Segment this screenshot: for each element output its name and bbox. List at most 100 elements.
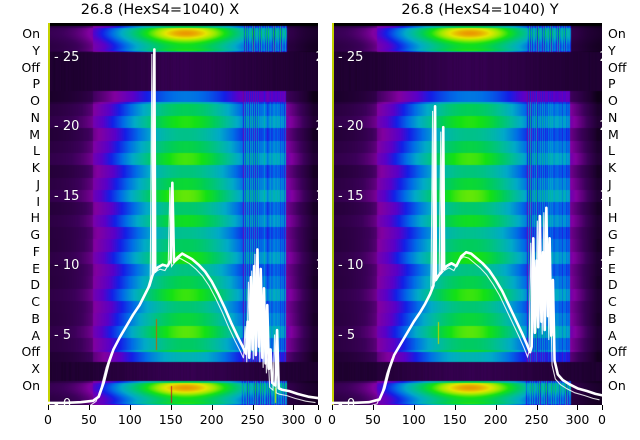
- category-tick-label: N: [30, 109, 40, 125]
- trace-line: [332, 105, 602, 405]
- x-tick: [252, 405, 254, 410]
- category-labels-left: On Y Off P O N M L K J I H G F E D C B A Off X On: [0, 23, 44, 405]
- y-tick-label: - 0: [54, 397, 72, 405]
- x-tick-label: 150: [442, 412, 467, 427]
- y-tick-label: - 15: [338, 188, 364, 204]
- x-tick-label: 300: [565, 412, 590, 427]
- category-tick-label: C: [608, 294, 617, 310]
- y-tick-label: 10: [315, 258, 318, 273]
- y-tick-label: - 20: [338, 119, 364, 135]
- y-tick-label: - 25: [338, 49, 364, 65]
- x-tick-label: 50: [80, 412, 97, 427]
- x-tick: [48, 405, 49, 410]
- y-tick-label: - 25: [54, 49, 80, 65]
- heatmap-y[interactable]: - 00- 55- 1010- 1515- 2020- 2525: [332, 23, 602, 405]
- x-tick-label: 300: [281, 412, 306, 427]
- x-tick-label: 150: [158, 412, 183, 427]
- category-tick-label: B: [31, 310, 40, 326]
- x-tick: [318, 405, 319, 410]
- category-tick-label: Off: [21, 344, 40, 360]
- x-tick-label: 250: [524, 412, 549, 427]
- category-tick-label: F: [32, 243, 40, 259]
- y-tick-label: 20: [599, 119, 602, 134]
- panel-x-title: 26.8 (HexS4=1040) X: [80, 2, 240, 18]
- category-tick-label: On: [22, 26, 40, 41]
- category-tick-label: K: [608, 160, 617, 176]
- category-tick-label: D: [30, 277, 40, 293]
- category-tick-label: P: [32, 76, 40, 92]
- category-tick-label: On: [22, 378, 40, 393]
- x-tick: [454, 405, 456, 410]
- x-tick: [577, 405, 579, 410]
- category-tick-label: G: [30, 227, 40, 243]
- category-tick-label: E: [32, 260, 40, 276]
- panel-x: 26.8 (HexS4=1040) X - 00- 55- 1010- 1515…: [44, 2, 322, 439]
- panel-y-title: 26.8 (HexS4=1040) Y: [401, 2, 559, 18]
- x-tick: [293, 405, 295, 410]
- category-tick-label: L: [33, 143, 40, 159]
- y-tick-label: - 5: [54, 327, 72, 343]
- panel-y: 26.8 (HexS4=1040) Y - 00- 55- 1010- 1515…: [320, 0, 640, 440]
- edge-strip: [48, 23, 50, 405]
- category-tick-label: J: [36, 176, 40, 192]
- category-tick-label: On: [608, 26, 626, 41]
- category-tick-label: On: [608, 378, 626, 393]
- x-tick-label: 200: [199, 412, 224, 427]
- category-tick-label: Off: [608, 344, 627, 360]
- category-tick-label: X: [31, 361, 40, 377]
- x-tick-label: 100: [401, 412, 426, 427]
- category-tick-label: K: [31, 160, 40, 176]
- category-tick-label: G: [608, 227, 618, 243]
- y-tick-label: - 10: [54, 258, 80, 274]
- category-tick-label: Y: [608, 42, 616, 58]
- y-tick-label: - 0: [338, 397, 356, 405]
- x-axis-left: 0 50 100 150 200 250 300 0: [44, 405, 322, 439]
- x-tick: [332, 405, 333, 410]
- category-tick-label: H: [608, 210, 618, 226]
- category-tick-label: O: [608, 93, 618, 109]
- category-tick-label: I: [36, 193, 40, 209]
- x-tick: [211, 405, 213, 410]
- x-tick: [129, 405, 131, 410]
- heatmap-x[interactable]: - 00- 55- 1010- 1515- 2020- 2525: [48, 23, 318, 405]
- y-tick-label: 15: [315, 189, 318, 204]
- category-tick-label: I: [608, 193, 612, 209]
- y-tick-label: 25: [599, 50, 602, 65]
- x-tick-label: 0: [44, 412, 52, 427]
- category-tick-label: A: [608, 327, 617, 343]
- x-tick: [88, 405, 90, 410]
- x-tick-label: 200: [483, 412, 508, 427]
- heatmap-canvas: [48, 23, 318, 405]
- x-tick-label: 0: [598, 412, 606, 427]
- category-tick-label: E: [608, 260, 616, 276]
- x-tick-label: 100: [117, 412, 142, 427]
- category-tick-label: L: [608, 143, 615, 159]
- category-tick-label: J: [608, 176, 612, 192]
- x-tick: [495, 405, 497, 410]
- y-tick-label: - 5: [338, 327, 356, 343]
- y-tick-label: - 15: [54, 188, 80, 204]
- x-tick: [372, 405, 374, 410]
- category-tick-label: O: [30, 93, 40, 109]
- y-tick-label: - 20: [54, 119, 80, 135]
- category-tick-label: M: [608, 126, 619, 142]
- category-tick-label: M: [29, 126, 40, 142]
- category-tick-label: Off: [608, 59, 627, 75]
- category-tick-label: F: [608, 243, 616, 259]
- edge-strip: [332, 23, 334, 405]
- x-tick: [536, 405, 538, 410]
- category-tick-label: H: [30, 210, 40, 226]
- category-tick-label: D: [608, 277, 618, 293]
- category-tick-label: X: [608, 361, 617, 377]
- category-tick-label: C: [31, 294, 40, 310]
- x-tick: [602, 405, 603, 410]
- x-axis-right: 0 50 100 150 200 250 300 0: [328, 405, 606, 439]
- category-tick-label: A: [31, 327, 40, 343]
- category-tick-label: N: [608, 109, 618, 125]
- category-tick-label: Y: [32, 42, 40, 58]
- y-tick-label: 15: [599, 189, 602, 204]
- x-tick: [413, 405, 415, 410]
- heatmap-canvas: [332, 23, 602, 405]
- x-tick-label: 0: [328, 412, 336, 427]
